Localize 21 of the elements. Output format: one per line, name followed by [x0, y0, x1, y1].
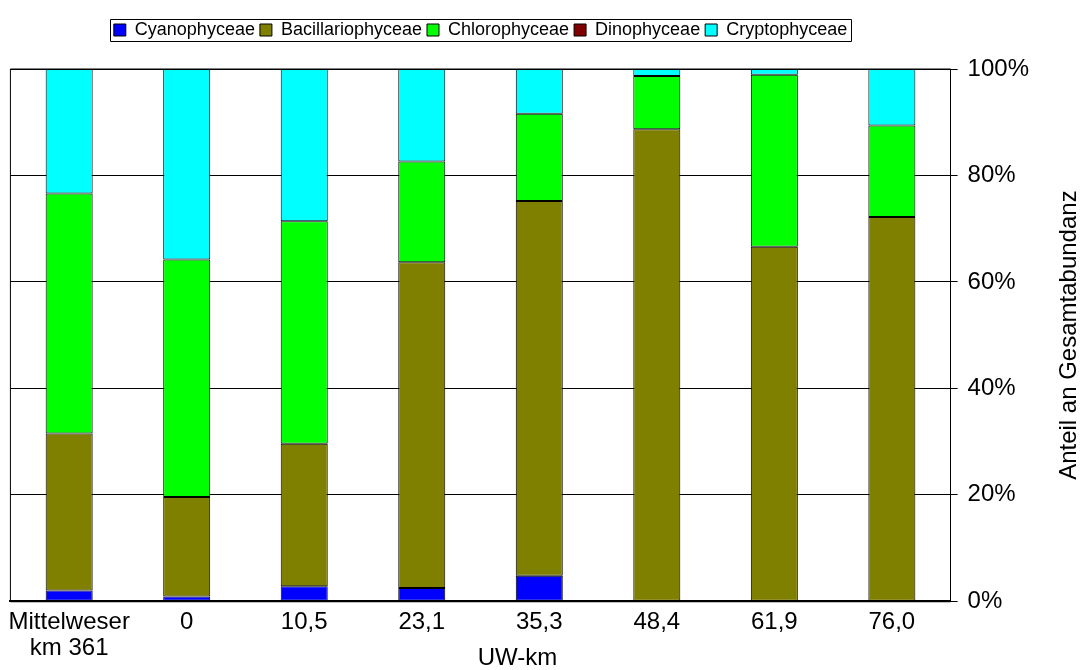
- legend-label: Bacillariophyceae: [280, 18, 422, 39]
- x-tick-label: 76,0: [868, 607, 916, 635]
- x-tick-label: Mittelweser km 361: [8, 607, 130, 661]
- legend-label: Cryptophyceae: [726, 18, 848, 39]
- legend-label: Dinophyceae: [595, 18, 701, 39]
- y-tick-label: 40%: [967, 372, 1016, 400]
- legend-label: Cyanophyceae: [134, 18, 255, 39]
- y-tick-label: 100%: [967, 53, 1030, 81]
- y-axis-title: Anteil an Gesamtabundanz: [1053, 190, 1081, 480]
- x-tick-label: 61,9: [750, 607, 798, 635]
- x-tick-label: 48,4: [633, 607, 681, 635]
- y-tick-label: 20%: [967, 479, 1016, 507]
- x-tick-label: 35,3: [515, 607, 563, 635]
- x-tick-label: 23,1: [398, 607, 446, 635]
- y-tick-label: 60%: [967, 266, 1016, 294]
- legend-label: Chlorophyceae: [447, 18, 570, 39]
- y-tick-label: 0%: [967, 585, 1003, 613]
- x-tick-label: 0: [180, 607, 194, 635]
- x-axis-title: UW-km: [477, 642, 558, 670]
- x-tick-label: 10,5: [280, 607, 328, 635]
- y-tick-label: 80%: [967, 160, 1016, 188]
